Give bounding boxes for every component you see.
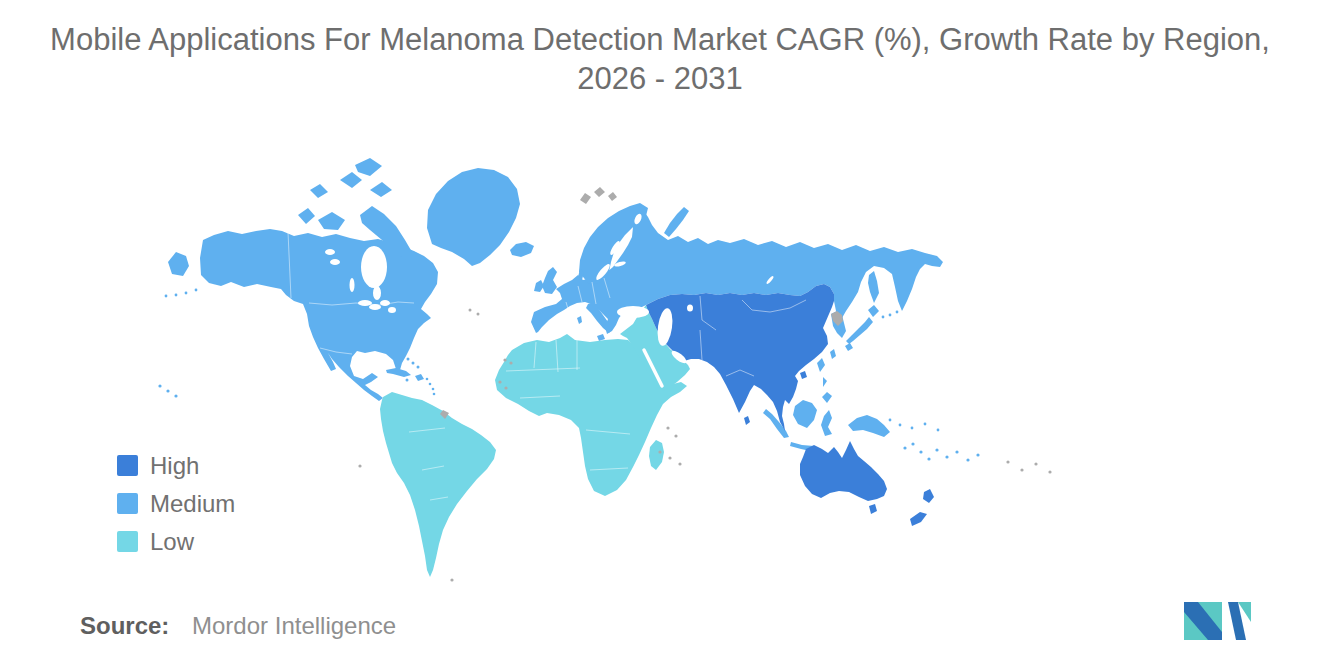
- hainan: [800, 371, 807, 379]
- svalbard: [580, 187, 617, 204]
- japan: [845, 305, 879, 351]
- great-slave-lake: [330, 259, 340, 265]
- lake-winnipeg: [350, 278, 355, 292]
- ireland: [534, 280, 544, 292]
- source-value: Mordor Intelligence: [192, 612, 396, 639]
- great-lake-4: [388, 307, 396, 313]
- legend-swatch-low: [117, 531, 138, 552]
- chukotka-fragment: [168, 252, 189, 276]
- caribbean: [386, 368, 424, 381]
- source-row: Source: Mordor Intelligence: [80, 612, 396, 640]
- taiwan: [830, 349, 836, 359]
- novaya-zemlya: [664, 207, 689, 237]
- sri-lanka: [744, 416, 750, 425]
- map-legend: High Medium Low: [117, 452, 235, 566]
- madagascar: [649, 440, 664, 470]
- south-america: [380, 392, 496, 577]
- legend-swatch-medium: [117, 493, 138, 514]
- source-label: Source:: [80, 612, 169, 639]
- great-bear-lake: [325, 249, 335, 255]
- hudson-bay: [361, 246, 387, 288]
- sakhalin: [868, 271, 879, 303]
- legend-label-low: Low: [150, 528, 194, 556]
- legend-row-high: High: [117, 452, 235, 479]
- australia: [800, 441, 887, 501]
- aral-sea: [687, 305, 693, 312]
- black-sea: [617, 306, 649, 318]
- chart-page: Mobile Applications For Melanoma Detecti…: [0, 0, 1320, 665]
- region-high-group: [646, 284, 934, 526]
- mordor-intelligence-logo: [1184, 602, 1254, 642]
- legend-label-medium: Medium: [150, 490, 235, 518]
- legend-row-medium: Medium: [117, 490, 235, 517]
- greenland: [427, 168, 520, 266]
- legend-label-high: High: [150, 452, 199, 480]
- iceland: [510, 242, 534, 257]
- james-bay: [373, 286, 381, 300]
- region-low-group: [380, 305, 690, 577]
- tasmania: [869, 504, 877, 514]
- new-zealand: [910, 489, 934, 526]
- legend-row-low: Low: [117, 528, 235, 555]
- great-britain: [542, 267, 557, 294]
- legend-swatch-high: [117, 455, 138, 476]
